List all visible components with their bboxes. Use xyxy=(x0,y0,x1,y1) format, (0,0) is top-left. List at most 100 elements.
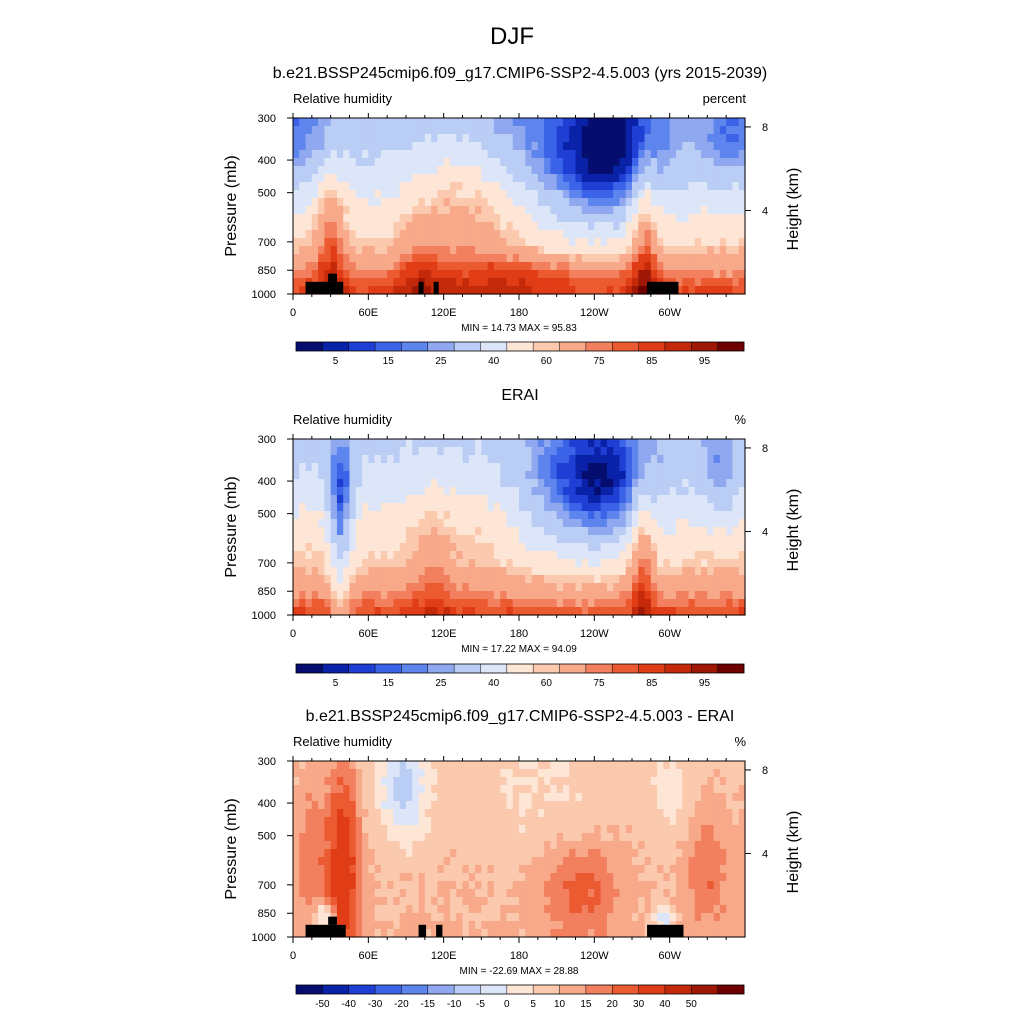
heatmap-cell xyxy=(638,921,646,930)
heatmap-cell xyxy=(349,206,357,215)
heatmap-cell xyxy=(449,270,457,279)
colorbar-tick-label: 75 xyxy=(593,678,605,689)
heatmap-cell xyxy=(581,809,589,818)
heatmap-cell xyxy=(330,865,338,874)
heatmap-cell xyxy=(732,134,740,143)
heatmap-cell xyxy=(701,479,708,488)
heatmap-cell xyxy=(537,479,545,488)
heatmap-cell xyxy=(349,559,357,568)
heatmap-cell xyxy=(650,817,658,826)
heatmap-cell xyxy=(406,833,413,842)
heatmap-cell xyxy=(537,198,545,207)
heatmap-cell xyxy=(657,182,664,191)
heatmap-cell xyxy=(481,825,489,834)
heatmap-cells xyxy=(293,439,746,616)
heatmap-cell xyxy=(380,447,388,456)
heatmap-cell xyxy=(493,921,501,930)
heatmap-cell xyxy=(412,519,420,528)
heatmap-cell xyxy=(437,286,445,295)
heatmap-cell xyxy=(562,206,570,215)
heatmap-cell xyxy=(399,921,407,930)
heatmap-cell xyxy=(707,865,715,874)
heatmap-cell xyxy=(594,222,602,231)
heatmap-cell xyxy=(625,567,633,576)
heatmap-cell xyxy=(713,463,721,472)
heatmap-cell xyxy=(707,150,715,159)
heatmap-cell xyxy=(606,238,614,247)
heatmap-cell xyxy=(625,198,633,207)
heatmap-cell xyxy=(318,567,325,576)
colorbar-swatch xyxy=(427,664,455,673)
heatmap-cell xyxy=(399,166,407,175)
heatmap-cell xyxy=(669,535,677,544)
heatmap-cell xyxy=(487,519,495,528)
heatmap-cell xyxy=(569,889,577,898)
heatmap-cell xyxy=(519,857,526,866)
heatmap-cell xyxy=(412,905,420,914)
heatmap-cell xyxy=(588,479,595,488)
heatmap-cell xyxy=(663,543,671,552)
heatmap-cell xyxy=(738,134,746,143)
heatmap-cell xyxy=(305,495,313,504)
heatmap-cell xyxy=(675,801,683,810)
heatmap-cell xyxy=(311,174,319,183)
heatmap-cell xyxy=(613,174,621,183)
heatmap-cell xyxy=(625,817,633,826)
heatmap-cell xyxy=(575,905,583,914)
heatmap-cell xyxy=(293,567,300,576)
heatmap-cell xyxy=(437,270,445,279)
heatmap-cell xyxy=(556,519,564,528)
heatmap-cell xyxy=(374,166,382,175)
heatmap-cell xyxy=(713,495,721,504)
heatmap-cell xyxy=(638,559,646,568)
heatmap-cell xyxy=(393,246,401,255)
heatmap-cell xyxy=(468,230,476,239)
heatmap-cell xyxy=(581,246,589,255)
heatmap-cell xyxy=(525,230,533,239)
heatmap-cell xyxy=(349,439,357,448)
heatmap-cell xyxy=(412,769,420,778)
heatmap-cell xyxy=(581,278,589,287)
heatmap-cell xyxy=(343,881,351,890)
heatmap-cell xyxy=(688,238,696,247)
heatmap-cell xyxy=(355,182,363,191)
heatmap-cell xyxy=(519,817,526,826)
heatmap-cell xyxy=(575,519,583,528)
heatmap-cell xyxy=(562,126,570,135)
heatmap-cell xyxy=(311,583,319,592)
heatmap-cell xyxy=(657,817,664,826)
heatmap-cell xyxy=(299,270,307,279)
heatmap-cell xyxy=(701,262,708,271)
heatmap-cell xyxy=(387,238,395,247)
heatmap-cell xyxy=(613,527,621,536)
heatmap-cell xyxy=(368,134,376,143)
heatmap-cell xyxy=(362,897,369,906)
heatmap-cell xyxy=(399,559,407,568)
heatmap-cell xyxy=(613,463,621,472)
heatmap-cell xyxy=(694,150,702,159)
heatmap-cell xyxy=(311,126,319,135)
heatmap-cell xyxy=(550,873,558,882)
heatmap-cell xyxy=(500,583,508,592)
heatmap-cell xyxy=(343,278,351,287)
heatmap-cell xyxy=(644,463,652,472)
heatmap-cell xyxy=(600,198,608,207)
heatmap-cell xyxy=(675,503,683,512)
heatmap-cell xyxy=(462,575,470,584)
heatmap-cell xyxy=(525,865,533,874)
heatmap-cell xyxy=(701,591,708,600)
colorbar-swatch xyxy=(375,664,402,673)
heatmap-cell xyxy=(519,479,526,488)
heatmap-cell xyxy=(343,495,351,504)
heatmap-cell xyxy=(424,809,432,818)
heatmap-cell xyxy=(487,801,495,810)
heatmap-cell xyxy=(562,905,570,914)
heatmap-cell xyxy=(663,134,671,143)
heatmap-cell xyxy=(632,198,639,207)
heatmap-cell xyxy=(713,559,721,568)
heatmap-cell xyxy=(424,455,432,464)
heatmap-cell xyxy=(544,182,551,191)
heatmap-cell xyxy=(506,527,514,536)
heatmap-cell xyxy=(412,198,420,207)
heatmap-cell xyxy=(311,214,319,223)
